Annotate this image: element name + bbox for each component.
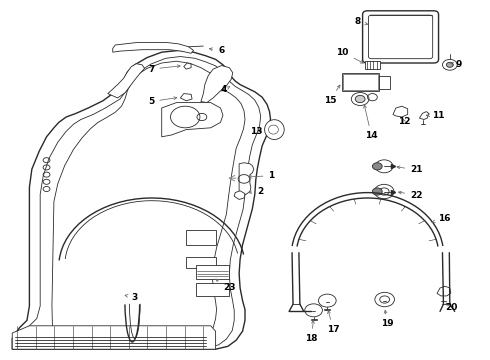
Ellipse shape	[265, 120, 284, 139]
Polygon shape	[234, 191, 245, 199]
Text: 22: 22	[398, 191, 423, 199]
Text: 13: 13	[250, 126, 263, 135]
Bar	[365, 61, 380, 69]
Text: 9: 9	[450, 60, 462, 69]
Text: 8: 8	[354, 17, 368, 26]
Bar	[379, 76, 390, 89]
Text: 16: 16	[432, 214, 450, 223]
Circle shape	[355, 95, 365, 103]
Bar	[342, 73, 379, 91]
Text: 21: 21	[397, 165, 423, 174]
FancyBboxPatch shape	[363, 11, 439, 63]
Text: 6: 6	[209, 46, 224, 55]
Bar	[186, 257, 216, 268]
Polygon shape	[180, 94, 192, 101]
Text: 20: 20	[445, 303, 457, 312]
Circle shape	[372, 163, 382, 170]
Text: 2: 2	[248, 187, 264, 196]
Text: 12: 12	[398, 117, 411, 126]
Circle shape	[372, 188, 382, 195]
Text: 18: 18	[305, 320, 318, 343]
Text: 19: 19	[381, 310, 393, 328]
Polygon shape	[437, 286, 451, 296]
Polygon shape	[113, 42, 194, 53]
Bar	[196, 283, 229, 296]
Text: 15: 15	[323, 85, 340, 104]
Text: 1: 1	[248, 171, 275, 180]
Text: 5: 5	[148, 97, 177, 106]
Polygon shape	[12, 326, 216, 349]
Text: 4: 4	[220, 85, 230, 94]
Bar	[186, 230, 216, 245]
Polygon shape	[184, 63, 191, 69]
Bar	[343, 74, 378, 90]
Polygon shape	[108, 64, 145, 98]
Polygon shape	[419, 112, 429, 120]
Text: 7: 7	[148, 65, 180, 74]
Bar	[196, 265, 229, 279]
Text: 23: 23	[216, 279, 236, 292]
Text: 3: 3	[125, 293, 138, 302]
Text: 11: 11	[427, 111, 445, 120]
Polygon shape	[393, 106, 408, 117]
Polygon shape	[201, 66, 233, 103]
Circle shape	[446, 62, 453, 67]
Polygon shape	[239, 163, 254, 194]
Polygon shape	[162, 103, 223, 137]
Text: 17: 17	[327, 311, 340, 334]
Text: 14: 14	[364, 105, 378, 140]
Text: 10: 10	[337, 48, 363, 63]
